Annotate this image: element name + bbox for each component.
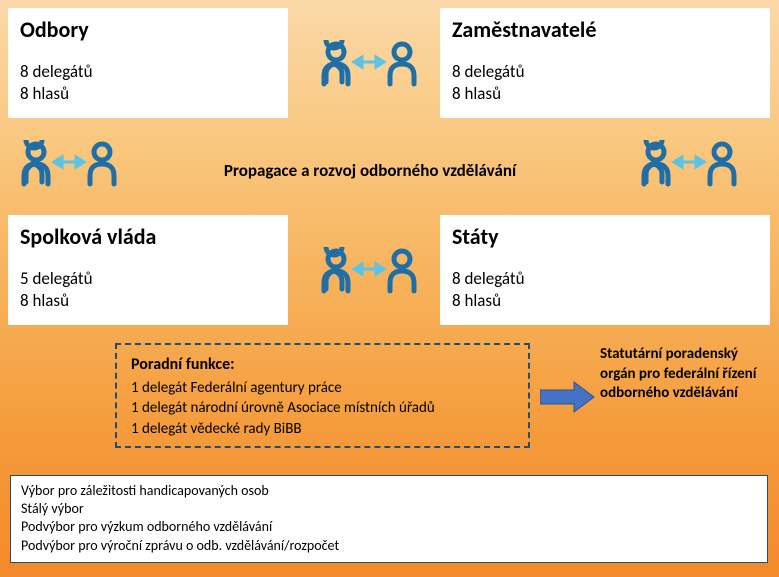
bottom-line: Výbor pro záležitosti handicapovaných os… bbox=[21, 482, 757, 500]
statutory-text: Statutární poradenský orgán pro federáln… bbox=[600, 345, 770, 404]
people-exchange-icon bbox=[640, 140, 740, 190]
people-exchange-icon bbox=[320, 40, 420, 90]
employers-votes: 8 hlasů bbox=[452, 83, 758, 105]
bottom-line: Podvýbor pro výroční zprávu o odb. vzděl… bbox=[21, 537, 757, 555]
bottom-panel: Výbor pro záležitosti handicapovaných os… bbox=[10, 475, 768, 563]
federal-votes: 8 hlasů bbox=[20, 290, 276, 312]
unions-votes: 8 hlasů bbox=[20, 83, 276, 105]
people-exchange-icon bbox=[320, 247, 420, 297]
advisory-line: 1 delegát národní úrovně Asociace místní… bbox=[131, 398, 514, 418]
advisory-title: Poradní funkce: bbox=[131, 355, 514, 374]
bottom-line: Podvýbor pro výzkum odborného vzdělávání bbox=[21, 518, 757, 536]
states-title: Státy bbox=[452, 223, 758, 250]
employers-delegates: 8 delegátů bbox=[452, 61, 758, 83]
center-caption: Propagace a rozvoj odborného vzdělávání bbox=[185, 160, 555, 181]
advisory-line: 1 delegát vědecké rady BiBB bbox=[131, 419, 514, 439]
bottom-line: Stálý výbor bbox=[21, 500, 757, 518]
states-delegates: 8 delegátů bbox=[452, 268, 758, 290]
stakeholder-unions: Odbory 8 delegátů 8 hlasů bbox=[8, 8, 288, 118]
advisory-line: 1 delegát Federální agentury práce bbox=[131, 378, 514, 398]
advisory-box: Poradní funkce: 1 delegát Federální agen… bbox=[115, 343, 530, 448]
states-votes: 8 hlasů bbox=[452, 290, 758, 312]
federal-title: Spolková vláda bbox=[20, 223, 276, 250]
block-arrow-icon bbox=[540, 380, 595, 414]
stakeholder-employers: Zaměstnavatelé 8 delegátů 8 hlasů bbox=[440, 8, 770, 118]
unions-title: Odbory bbox=[20, 16, 276, 43]
employers-title: Zaměstnavatelé bbox=[452, 16, 758, 43]
federal-delegates: 5 delegátů bbox=[20, 268, 276, 290]
people-exchange-icon bbox=[20, 140, 120, 190]
stakeholder-states: Státy 8 delegátů 8 hlasů bbox=[440, 215, 770, 325]
stakeholder-federal: Spolková vláda 5 delegátů 8 hlasů bbox=[8, 215, 288, 325]
unions-delegates: 8 delegátů bbox=[20, 61, 276, 83]
